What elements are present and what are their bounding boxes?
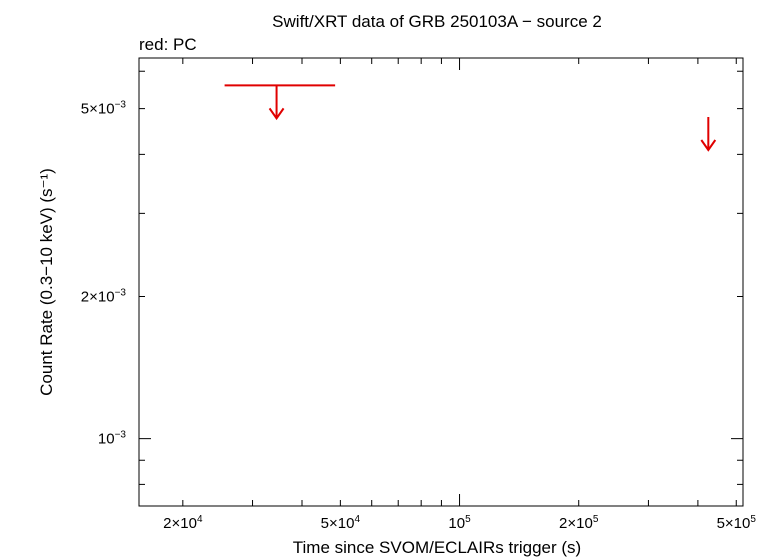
x-tick-label: 5×104 [321, 514, 361, 532]
x-tick-labels: 2×104 5×104 105 2×105 5×105 [163, 514, 756, 532]
data-marks [224, 84, 717, 152]
x-tick-label: 105 [448, 514, 471, 532]
y-axis-label: Count Rate (0.3−10 keV) (s⁻¹) [37, 168, 56, 396]
chart-subtitle: red: PC [139, 35, 197, 54]
y-tick-labels: 10−3 2×10−3 5×10−3 [81, 100, 127, 448]
y-tick-label: 10−3 [98, 430, 127, 448]
x-tick-label: 2×105 [559, 514, 599, 532]
y-tick-label: 2×10−3 [81, 288, 127, 306]
x-tick-label: 2×104 [163, 514, 203, 532]
plot-frame [138, 57, 744, 507]
chart-title: Swift/XRT data of GRB 250103A − source 2 [272, 12, 602, 31]
upper-limit-arrow-head [700, 139, 717, 152]
x-axis-label: Time since SVOM/ECLAIRs trigger (s) [293, 538, 581, 557]
y-tick-label: 5×10−3 [81, 100, 127, 118]
upper-limit-arrow-head [268, 107, 285, 121]
axis-ticks [139, 58, 743, 506]
x-tick-label: 5×105 [717, 514, 757, 532]
